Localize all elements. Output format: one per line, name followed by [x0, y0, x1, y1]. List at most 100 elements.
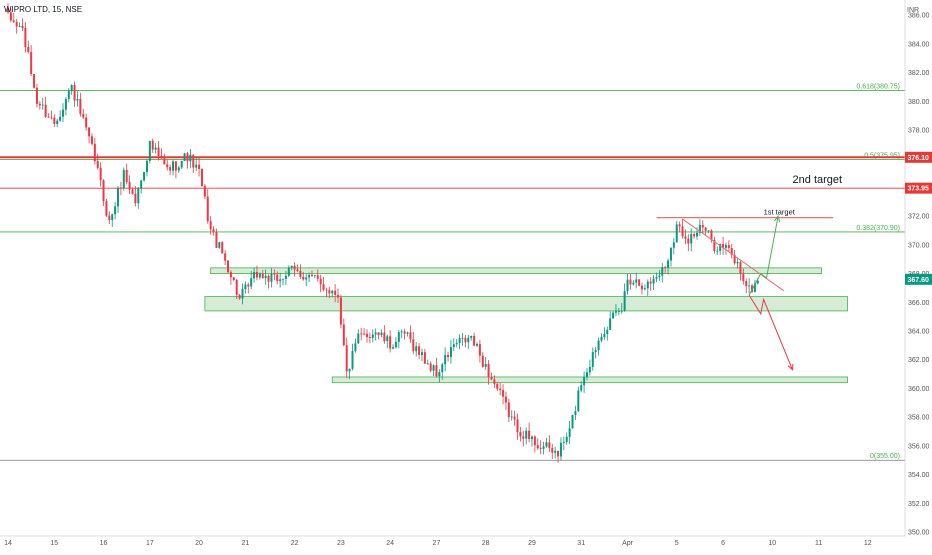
candle-body — [255, 272, 258, 278]
candle-body — [247, 284, 250, 287]
candle-body — [713, 240, 716, 252]
candle-body — [423, 352, 426, 364]
candle-body — [389, 336, 392, 349]
candle-body — [696, 232, 699, 237]
candle-body — [313, 275, 316, 276]
candle-body — [331, 290, 334, 294]
candle-body — [672, 242, 675, 248]
support-zone — [204, 296, 848, 312]
candle-body — [50, 117, 53, 119]
candle-body — [215, 232, 218, 248]
candle-body — [583, 377, 586, 386]
candle-body — [678, 224, 681, 227]
support-zone — [331, 376, 848, 384]
candle-body — [33, 73, 36, 88]
projection-up-arrow — [748, 216, 779, 296]
time-tick-label: 5 — [675, 540, 679, 547]
candle-body — [496, 383, 499, 389]
candle-body — [455, 343, 458, 345]
candle-body — [606, 329, 609, 335]
candle-body — [302, 276, 305, 280]
candle-body — [198, 164, 201, 170]
candle-body — [736, 262, 739, 264]
time-tick-label: 10 — [768, 540, 776, 547]
candle-body — [588, 366, 591, 373]
candle-body — [337, 294, 340, 298]
candle-body — [635, 279, 638, 283]
first-target-label: 1st target — [764, 208, 796, 217]
candle-body — [397, 332, 400, 342]
second-target-label: 2nd target — [793, 174, 843, 186]
candle-body — [244, 284, 247, 290]
candle-body — [299, 270, 302, 277]
candle-body — [690, 234, 693, 244]
candle-body — [617, 311, 620, 313]
candle-body — [707, 230, 710, 232]
candle-body — [218, 242, 221, 248]
candle-body — [559, 442, 562, 457]
candle-body — [733, 254, 736, 264]
candle-body — [357, 333, 360, 344]
time-tick-label: 16 — [100, 540, 108, 547]
candle-body — [287, 267, 290, 276]
candle-body — [577, 390, 580, 412]
time-tick-label: 23 — [337, 540, 345, 547]
candle-body — [415, 346, 418, 352]
price-tick-label: 358.00 — [908, 415, 930, 422]
candle-body — [722, 243, 725, 248]
price-tick-label: 352.00 — [908, 501, 930, 508]
candle-body — [134, 193, 137, 204]
candle-body — [377, 332, 380, 336]
time-tick-label: 29 — [528, 540, 536, 547]
candle-body — [351, 350, 354, 369]
price-tick-label: 380.00 — [908, 99, 930, 106]
candle-body — [574, 411, 577, 415]
candle-body — [594, 350, 597, 353]
candle-body — [59, 116, 62, 121]
projection-down-arrow-arrowhead — [787, 363, 794, 371]
candle-body — [447, 354, 450, 358]
currency-label: INR — [907, 7, 919, 14]
candle-body — [140, 180, 143, 189]
candle-body — [568, 428, 571, 437]
candle-body — [669, 247, 672, 261]
candle-body — [571, 414, 574, 429]
candle-body — [76, 98, 79, 101]
candle-body — [609, 318, 612, 330]
candle-body — [67, 91, 70, 99]
candle-body — [551, 447, 554, 453]
candle-body — [128, 182, 131, 190]
candle-body — [334, 290, 337, 295]
candle-body — [464, 337, 467, 343]
time-tick-label: 12 — [864, 540, 872, 547]
candle-body — [418, 346, 421, 355]
candle-body — [403, 331, 406, 334]
candle-body — [363, 333, 366, 335]
price-tick-label: 364.00 — [908, 329, 930, 336]
candle-body — [148, 140, 151, 161]
candle-body — [232, 277, 235, 280]
time-tick-label: 20 — [195, 540, 203, 547]
candle-body — [620, 310, 623, 312]
candle-body — [710, 230, 713, 241]
candle-body — [664, 267, 667, 268]
candle-body — [12, 20, 15, 22]
candle-body — [56, 120, 59, 124]
candle-body — [30, 52, 33, 74]
candle-body — [172, 161, 175, 171]
candle-body — [438, 372, 441, 377]
price-badge — [905, 151, 932, 163]
candle-body — [458, 338, 461, 344]
candle-body — [62, 109, 65, 117]
candle-body — [429, 363, 432, 371]
candle-body — [716, 250, 719, 252]
candle-body — [24, 27, 27, 47]
candle-body — [693, 234, 696, 237]
candle-body — [461, 337, 464, 339]
candle-body — [600, 336, 603, 341]
candle-body — [111, 214, 114, 221]
candle-body — [536, 445, 539, 449]
candle-body — [348, 368, 351, 372]
